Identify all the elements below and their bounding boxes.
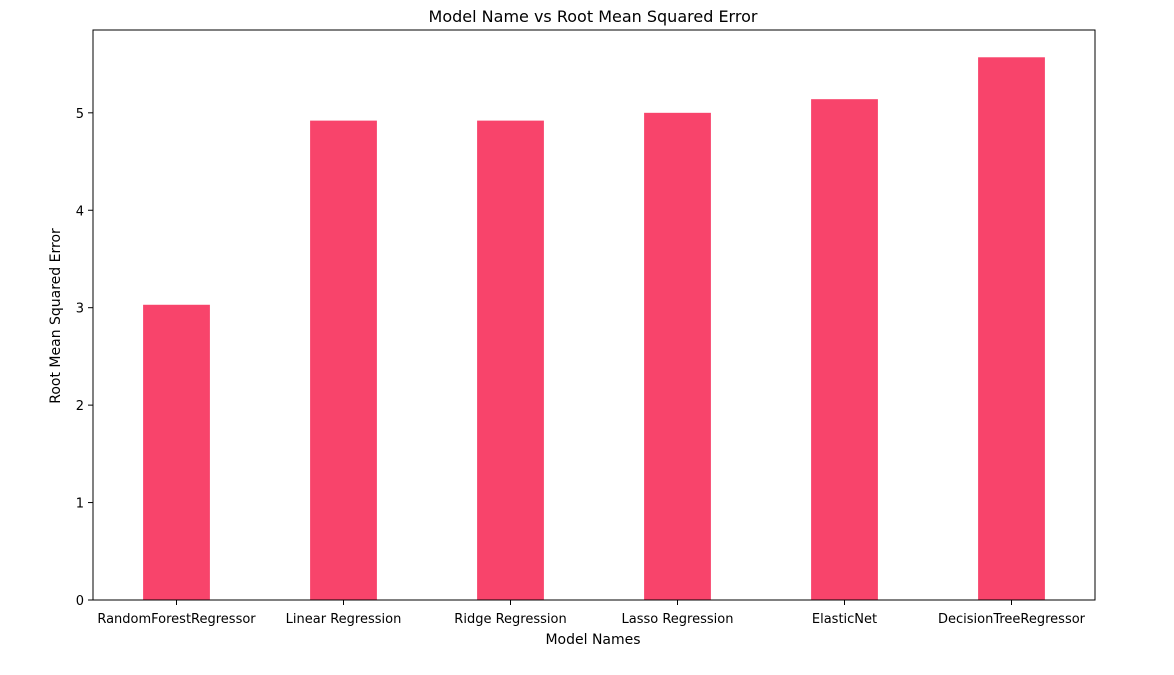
y-axis-label: Root Mean Squared Error: [48, 228, 64, 404]
bar-decisiontreeregressor: [978, 57, 1045, 601]
y-tick-label: 5: [76, 107, 84, 122]
x-tick-label: Lasso Regression: [622, 612, 734, 627]
x-tick-label: Ridge Regression: [454, 612, 566, 627]
bar-elasticnet: [811, 99, 878, 600]
y-tick-label: 3: [76, 302, 84, 317]
bar-lasso-regression: [644, 112, 711, 601]
x-tick-label: DecisionTreeRegressor: [938, 612, 1086, 627]
bar-linear-regression: [310, 120, 377, 600]
y-tick-label: 1: [76, 497, 84, 512]
y-tick-label: 2: [76, 399, 84, 414]
bars-group: [143, 57, 1045, 601]
chart-title: Model Name vs Root Mean Squared Error: [429, 7, 758, 26]
plot-frame: [92, 29, 1096, 601]
bar-randomforestregressor: [143, 304, 210, 600]
x-axis-label: Model Names: [545, 632, 640, 648]
x-tick-label: RandomForestRegressor: [97, 612, 256, 627]
y-tick-label: 0: [76, 594, 84, 609]
x-axis: RandomForestRegressor Linear Regression Ri…: [97, 600, 1086, 627]
y-axis: 0 1 2 3 4 5: [76, 107, 93, 609]
y-tick-label: 4: [76, 204, 84, 219]
bar-ridge-regression: [477, 120, 544, 600]
x-tick-label: ElasticNet: [812, 612, 877, 627]
x-tick-label: Linear Regression: [286, 612, 402, 627]
